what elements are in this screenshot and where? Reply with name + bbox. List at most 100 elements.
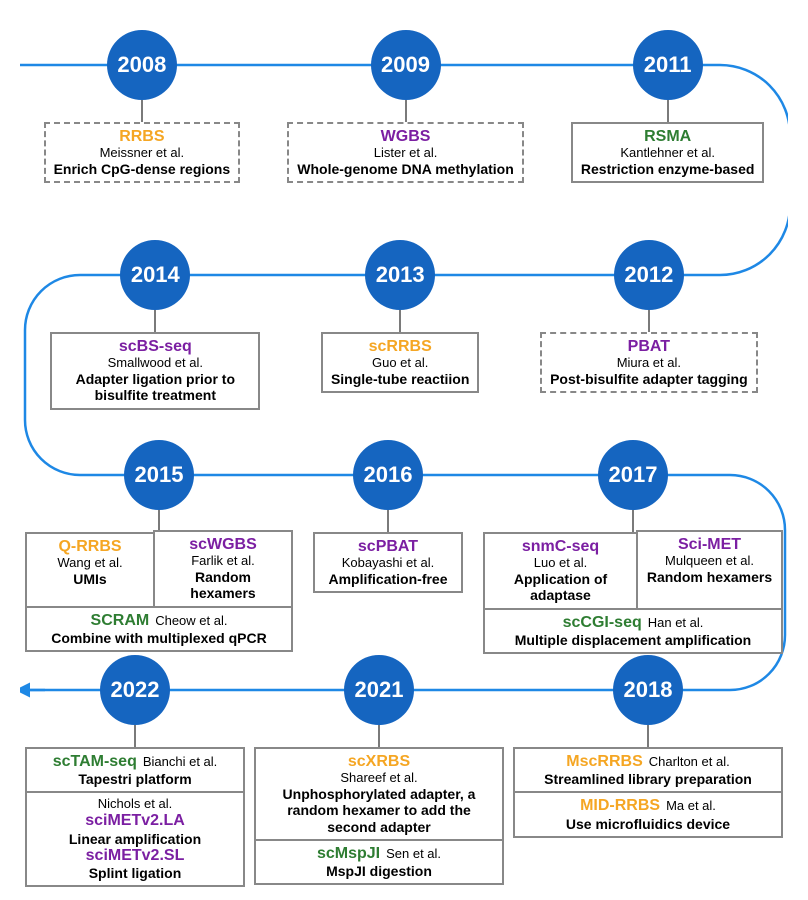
author: Shareef et al. [264, 771, 494, 786]
year-2021: 2021 [344, 655, 414, 725]
method: scRRBS [331, 338, 469, 356]
stem [154, 310, 156, 332]
stem [387, 510, 389, 532]
author: Sen et al. [386, 847, 441, 862]
author: Han et al. [648, 616, 704, 631]
method: RSMA [581, 128, 755, 146]
method: scCGI-seq [563, 614, 642, 632]
desc: Use microfluidics device [523, 816, 773, 832]
node-2013: 2013 scRRBS Guo et al. Single-tube react… [321, 240, 479, 410]
stem [632, 510, 634, 532]
desc: Application of adaptase [493, 571, 628, 603]
node-2011: 2011 RSMA Kantlehner et al. Restriction … [571, 30, 765, 183]
author: Kantlehner et al. [581, 146, 755, 161]
node-2017: 2017 snmC-seq Luo et al. Application of … [483, 440, 783, 654]
desc: Amplification-free [323, 571, 453, 587]
year-2017: 2017 [598, 440, 668, 510]
pair-2015-top: Q-RRBS Wang et al. UMIs scWGBS Farlik et… [25, 532, 293, 608]
author: Guo et al. [331, 356, 469, 371]
author: Bianchi et al. [143, 755, 217, 770]
year-2011: 2011 [633, 30, 703, 100]
desc: Post-bisulfite adapter tagging [550, 371, 748, 387]
box-rsma: RSMA Kantlehner et al. Restriction enzym… [571, 122, 765, 183]
box-scimetv2: Nichols et al. sciMETv2.LA Linear amplif… [25, 791, 245, 887]
author: Charlton et al. [649, 755, 730, 770]
desc: Enrich CpG-dense regions [54, 161, 231, 177]
desc: UMIs [35, 571, 145, 587]
stem [667, 100, 669, 122]
method: scTAM-seq [53, 753, 137, 771]
desc: Multiple displacement amplification [493, 632, 773, 648]
author: Nichols et al. [35, 797, 235, 812]
author: Mulqueen et al. [646, 554, 773, 569]
stem [399, 310, 401, 332]
box-scmspji: scMspJI Sen et al. MspJI digestion [254, 839, 504, 885]
method: scBS-seq [60, 338, 250, 356]
row-1: 2008 RRBS Meissner et al. Enrich CpG-den… [20, 30, 788, 183]
desc: Whole-genome DNA methylation [297, 161, 514, 177]
row-2: 2014 scBS-seq Smallwood et al. Adapter l… [20, 240, 788, 410]
node-2015: 2015 Q-RRBS Wang et al. UMIs scWGBS Farl… [25, 440, 293, 654]
stem [647, 725, 649, 747]
desc: Single-tube reactiion [331, 371, 469, 387]
method: WGBS [297, 128, 514, 146]
year-2018: 2018 [613, 655, 683, 725]
pair-2017-top: snmC-seq Luo et al. Application of adapt… [483, 532, 783, 610]
desc: MspJI digestion [264, 863, 494, 879]
method: scMspJI [317, 845, 380, 863]
method: snmC-seq [493, 538, 628, 556]
desc: Random hexamers [646, 569, 773, 585]
author: Lister et al. [297, 146, 514, 161]
author: Cheow et al. [155, 614, 227, 629]
desc: Adapter ligation prior to bisulfite trea… [60, 371, 250, 403]
stack-2021: scXRBS Shareef et al. Unphosphorylated a… [254, 747, 504, 885]
timeline-diagram: 2008 RRBS Meissner et al. Enrich CpG-den… [20, 20, 788, 880]
author: Luo et al. [493, 556, 628, 571]
box-sccgi-seq: scCGI-seq Han et al. Multiple displaceme… [483, 608, 783, 654]
box-scram: SCRAM Cheow et al. Combine with multiple… [25, 606, 293, 652]
box-snmc-seq: snmC-seq Luo et al. Application of adapt… [483, 532, 638, 610]
author: Kobayashi et al. [323, 556, 453, 571]
box-sci-met: Sci-MET Mulqueen et al. Random hexamers [636, 530, 783, 610]
year-2012: 2012 [614, 240, 684, 310]
method: SCRAM [91, 612, 150, 630]
desc: Unphosphorylated adapter, a random hexam… [264, 786, 494, 834]
box-wgbs: WGBS Lister et al. Whole-genome DNA meth… [287, 122, 524, 183]
node-2018: 2018 MscRRBS Charlton et al. Streamlined… [513, 655, 783, 887]
author: Meissner et al. [54, 146, 231, 161]
node-2008: 2008 RRBS Meissner et al. Enrich CpG-den… [44, 30, 241, 183]
stem [405, 100, 407, 122]
author: Farlik et al. [163, 554, 283, 569]
method: scPBAT [323, 538, 453, 556]
desc: Streamlined library preparation [523, 771, 773, 787]
author: Miura et al. [550, 356, 748, 371]
author: Wang et al. [35, 556, 145, 571]
year-2015: 2015 [124, 440, 194, 510]
author: Ma et al. [666, 799, 716, 814]
stack-2022: scTAM-seq Bianchi et al. Tapestri platfo… [25, 747, 245, 887]
box-scwgbs: scWGBS Farlik et al. Random hexamers [153, 530, 293, 608]
year-2008: 2008 [107, 30, 177, 100]
stem [134, 725, 136, 747]
box-pbat: PBAT Miura et al. Post-bisulfite adapter… [540, 332, 758, 393]
method: Q-RRBS [35, 538, 145, 556]
year-2014: 2014 [120, 240, 190, 310]
desc: Restriction enzyme-based [581, 161, 755, 177]
row-4: 2022 scTAM-seq Bianchi et al. Tapestri p… [20, 655, 788, 887]
row-3: 2015 Q-RRBS Wang et al. UMIs scWGBS Farl… [20, 440, 788, 654]
year-2013: 2013 [365, 240, 435, 310]
box-mscrrbs: MscRRBS Charlton et al. Streamlined libr… [513, 747, 783, 793]
stack-2017: snmC-seq Luo et al. Application of adapt… [483, 532, 783, 654]
node-2021: 2021 scXRBS Shareef et al. Unphosphoryla… [254, 655, 504, 887]
method: scWGBS [163, 536, 283, 554]
box-scbs-seq: scBS-seq Smallwood et al. Adapter ligati… [50, 332, 260, 410]
method: MID-RRBS [580, 797, 660, 815]
stem [648, 310, 650, 332]
method: Sci-MET [646, 536, 773, 554]
method: MscRRBS [566, 753, 642, 771]
year-2009: 2009 [371, 30, 441, 100]
node-2012: 2012 PBAT Miura et al. Post-bisulfite ad… [540, 240, 758, 410]
desc: Splint ligation [35, 865, 235, 881]
desc: Linear amplification [35, 831, 235, 847]
node-2016: 2016 scPBAT Kobayashi et al. Amplificati… [313, 440, 463, 654]
